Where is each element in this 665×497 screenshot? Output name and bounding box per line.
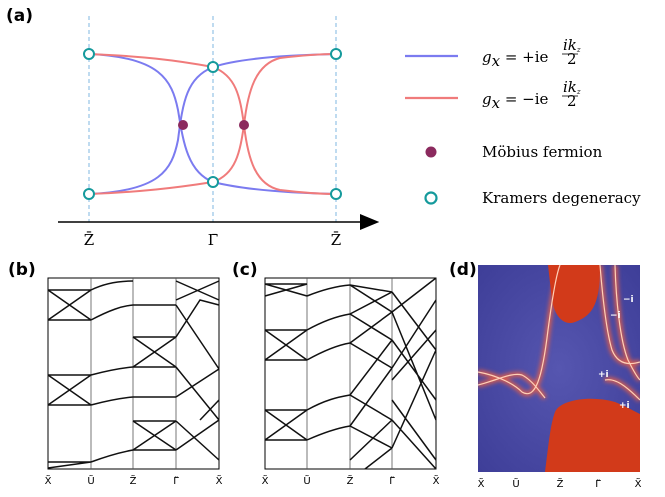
kramers-point-3 <box>207 61 219 73</box>
legend-label-mobius: Möbius fermion <box>482 143 603 161</box>
d-label-plus-i-2: +i <box>619 401 630 411</box>
d-label-plus-i-1: +i <box>598 370 609 380</box>
d-surface-bottom <box>545 398 640 472</box>
mobius-point-1 <box>178 120 188 130</box>
b-tick-1: Ũ <box>87 474 94 487</box>
band-blue-2 <box>88 53 337 195</box>
d-label-minus-i-2: −i <box>610 311 621 321</box>
kramers-point-6 <box>330 188 342 200</box>
b-tick-3: Γ̃ <box>173 475 179 487</box>
legend-exp-red-den: 2 <box>567 92 577 110</box>
b-frame <box>47 277 220 470</box>
mobius-point-2 <box>239 120 249 130</box>
panel-a: Z̄ Γ̄ Z̄ <box>58 16 380 249</box>
c-frame <box>264 277 437 470</box>
c-tick-4: X̃ <box>433 474 440 487</box>
a-tick-gamma: Γ̄ <box>208 231 218 249</box>
b-tick-2: Z̃ <box>130 474 137 487</box>
b-tick-4: X̃ <box>216 474 223 487</box>
kramers-point-2 <box>83 188 95 200</box>
a-tick-z-left: Z̄ <box>84 231 94 249</box>
kramers-point-4 <box>207 176 219 188</box>
d-tick-1: Ũ <box>512 477 519 490</box>
panel-d-label: (d) <box>449 260 477 280</box>
c-tick-3: Γ̃ <box>389 475 395 487</box>
a-tick-z-right: Z̄ <box>331 231 341 249</box>
kramers-point-5 <box>330 48 342 60</box>
legend: gx = +ie ikz 2 gx = −ie ikz 2 Möbius fer… <box>405 36 641 207</box>
d-state-lines <box>478 265 640 401</box>
legend-exp-blue-den: 2 <box>567 50 577 68</box>
legend-label-kramers: Kramers degeneracy <box>482 189 641 207</box>
c-tick-2: Z̃ <box>347 474 354 487</box>
d-tick-3: Γ̃ <box>595 478 601 490</box>
panel-b: X̃ Ũ Z̃ Γ̃ X̃ <box>45 277 223 487</box>
d-tick-2: Z̃ <box>557 477 564 490</box>
legend-swatch-mobius <box>425 146 437 158</box>
legend-label-blue: gx = +ie <box>482 48 549 70</box>
legend-exp-red-num: ikz <box>563 78 581 96</box>
b-bands <box>47 280 220 469</box>
c-tick-1: Ũ <box>303 474 310 487</box>
panel-a-label: (a) <box>6 6 33 26</box>
c-bands <box>264 277 437 470</box>
panel-b-label: (b) <box>8 260 36 280</box>
panel-c-label: (c) <box>232 260 258 280</box>
kramers-point-1 <box>83 48 95 60</box>
d-tick-0: X̃ <box>478 477 485 490</box>
d-label-minus-i-1: −i <box>623 295 634 305</box>
b-tick-0: X̃ <box>45 474 52 487</box>
panel-c: X̃ Ũ Z̃ Γ̃ X̃ <box>262 277 440 487</box>
band-blue-1 <box>88 53 337 195</box>
legend-exp-blue-num: ikz <box>563 36 581 54</box>
d-surface-top <box>548 265 600 324</box>
panel-d: −i −i +i +i X̃ Ũ Z̃ Γ̃ X̃ <box>478 265 642 490</box>
legend-label-red: gx = −ie <box>482 90 549 112</box>
c-tick-0: X̃ <box>262 474 269 487</box>
legend-swatch-kramers <box>424 191 438 205</box>
d-tick-4: X̃ <box>635 477 642 490</box>
